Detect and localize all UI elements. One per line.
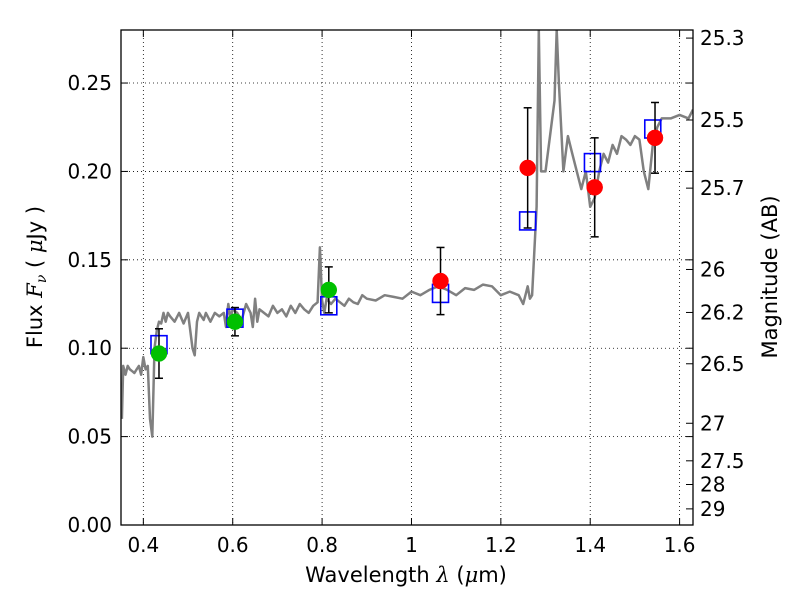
y-tick-label: 0.25 [67,71,112,95]
x-tick-label: 0.6 [217,533,249,557]
y2-tick-label: 27 [700,411,725,435]
y2-tick-label: 25.3 [700,26,745,50]
plot-frame [120,29,694,526]
observed-point [432,272,449,290]
y-axis-label: Flux Fν ( μJy ) [23,206,50,348]
y-tick-label: 0.00 [67,513,112,537]
y2-tick-label: 26.2 [700,300,745,324]
y-tick-label: 0.10 [67,336,112,360]
y2-tick-label: 28 [700,473,725,497]
marker-layer [150,101,664,380]
y2-tick-label: 27.5 [700,449,745,473]
observed-point [646,129,664,147]
y-tick-label: 0.05 [67,425,112,449]
y2-tick-label: 25.7 [700,176,745,200]
model-band-square [583,152,602,173]
x-tick-label: 1.2 [485,533,517,557]
y2-axis-label: Magnitude (AB) [758,195,782,358]
observed-point [320,281,338,299]
y2-tick-label: 26 [700,257,725,281]
x-tick-label: 1.6 [664,533,696,557]
observed-point [226,313,244,330]
x-tick-label: 0.4 [127,533,159,557]
grid-lines [121,30,693,526]
model-sed-curve [121,30,693,438]
y2-tick-label: 26.5 [700,352,745,376]
observed-point [519,159,536,177]
observed-point [150,345,168,362]
y-tick-label: 0.20 [67,159,112,183]
x-tick-label: 0.8 [306,533,338,557]
observed-point [586,179,603,196]
y2-tick-label: 29 [700,497,725,521]
y2-tick-label: 25.5 [700,108,745,132]
x-axis-label: Wavelength λ (μm) [305,563,507,587]
tick-marks [121,30,693,526]
x-tick-label: 1.4 [574,533,606,557]
model-sed-layer [121,30,693,438]
tick-labels: 0.4 0.6 0.8 1 1.2 1.4 1.6 0.00 0.05 0.10 0.15 0.20 0… [67,26,744,557]
x-tick-label: 1 [405,533,418,557]
y-tick-label: 0.15 [67,248,112,272]
